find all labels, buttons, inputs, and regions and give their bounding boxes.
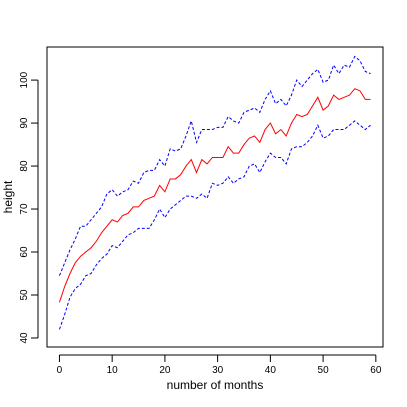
x-tick-label: 10 <box>107 365 119 376</box>
series-line <box>58 55 371 276</box>
y-tick-label: 70 <box>19 203 30 215</box>
y-axis-title: height <box>1 180 15 213</box>
series-line <box>58 120 371 330</box>
x-tick-label: 60 <box>370 365 382 376</box>
x-tick-label: 20 <box>159 365 171 376</box>
plot-box <box>46 46 384 348</box>
y-tick-label: 100 <box>19 71 30 88</box>
series-line <box>58 88 371 303</box>
y-tick-label: 60 <box>19 246 30 258</box>
x-tick-label: 30 <box>212 365 224 376</box>
y-tick-label: 40 <box>19 332 30 344</box>
x-axis-title: number of months <box>167 378 264 392</box>
x-tick-label: 0 <box>57 365 63 376</box>
y-tick-label: 50 <box>19 289 30 301</box>
x-tick-label: 50 <box>318 365 330 376</box>
x-tick-label: 40 <box>265 365 277 376</box>
y-tick-label: 90 <box>19 117 30 129</box>
y-tick-label: 80 <box>19 160 30 172</box>
